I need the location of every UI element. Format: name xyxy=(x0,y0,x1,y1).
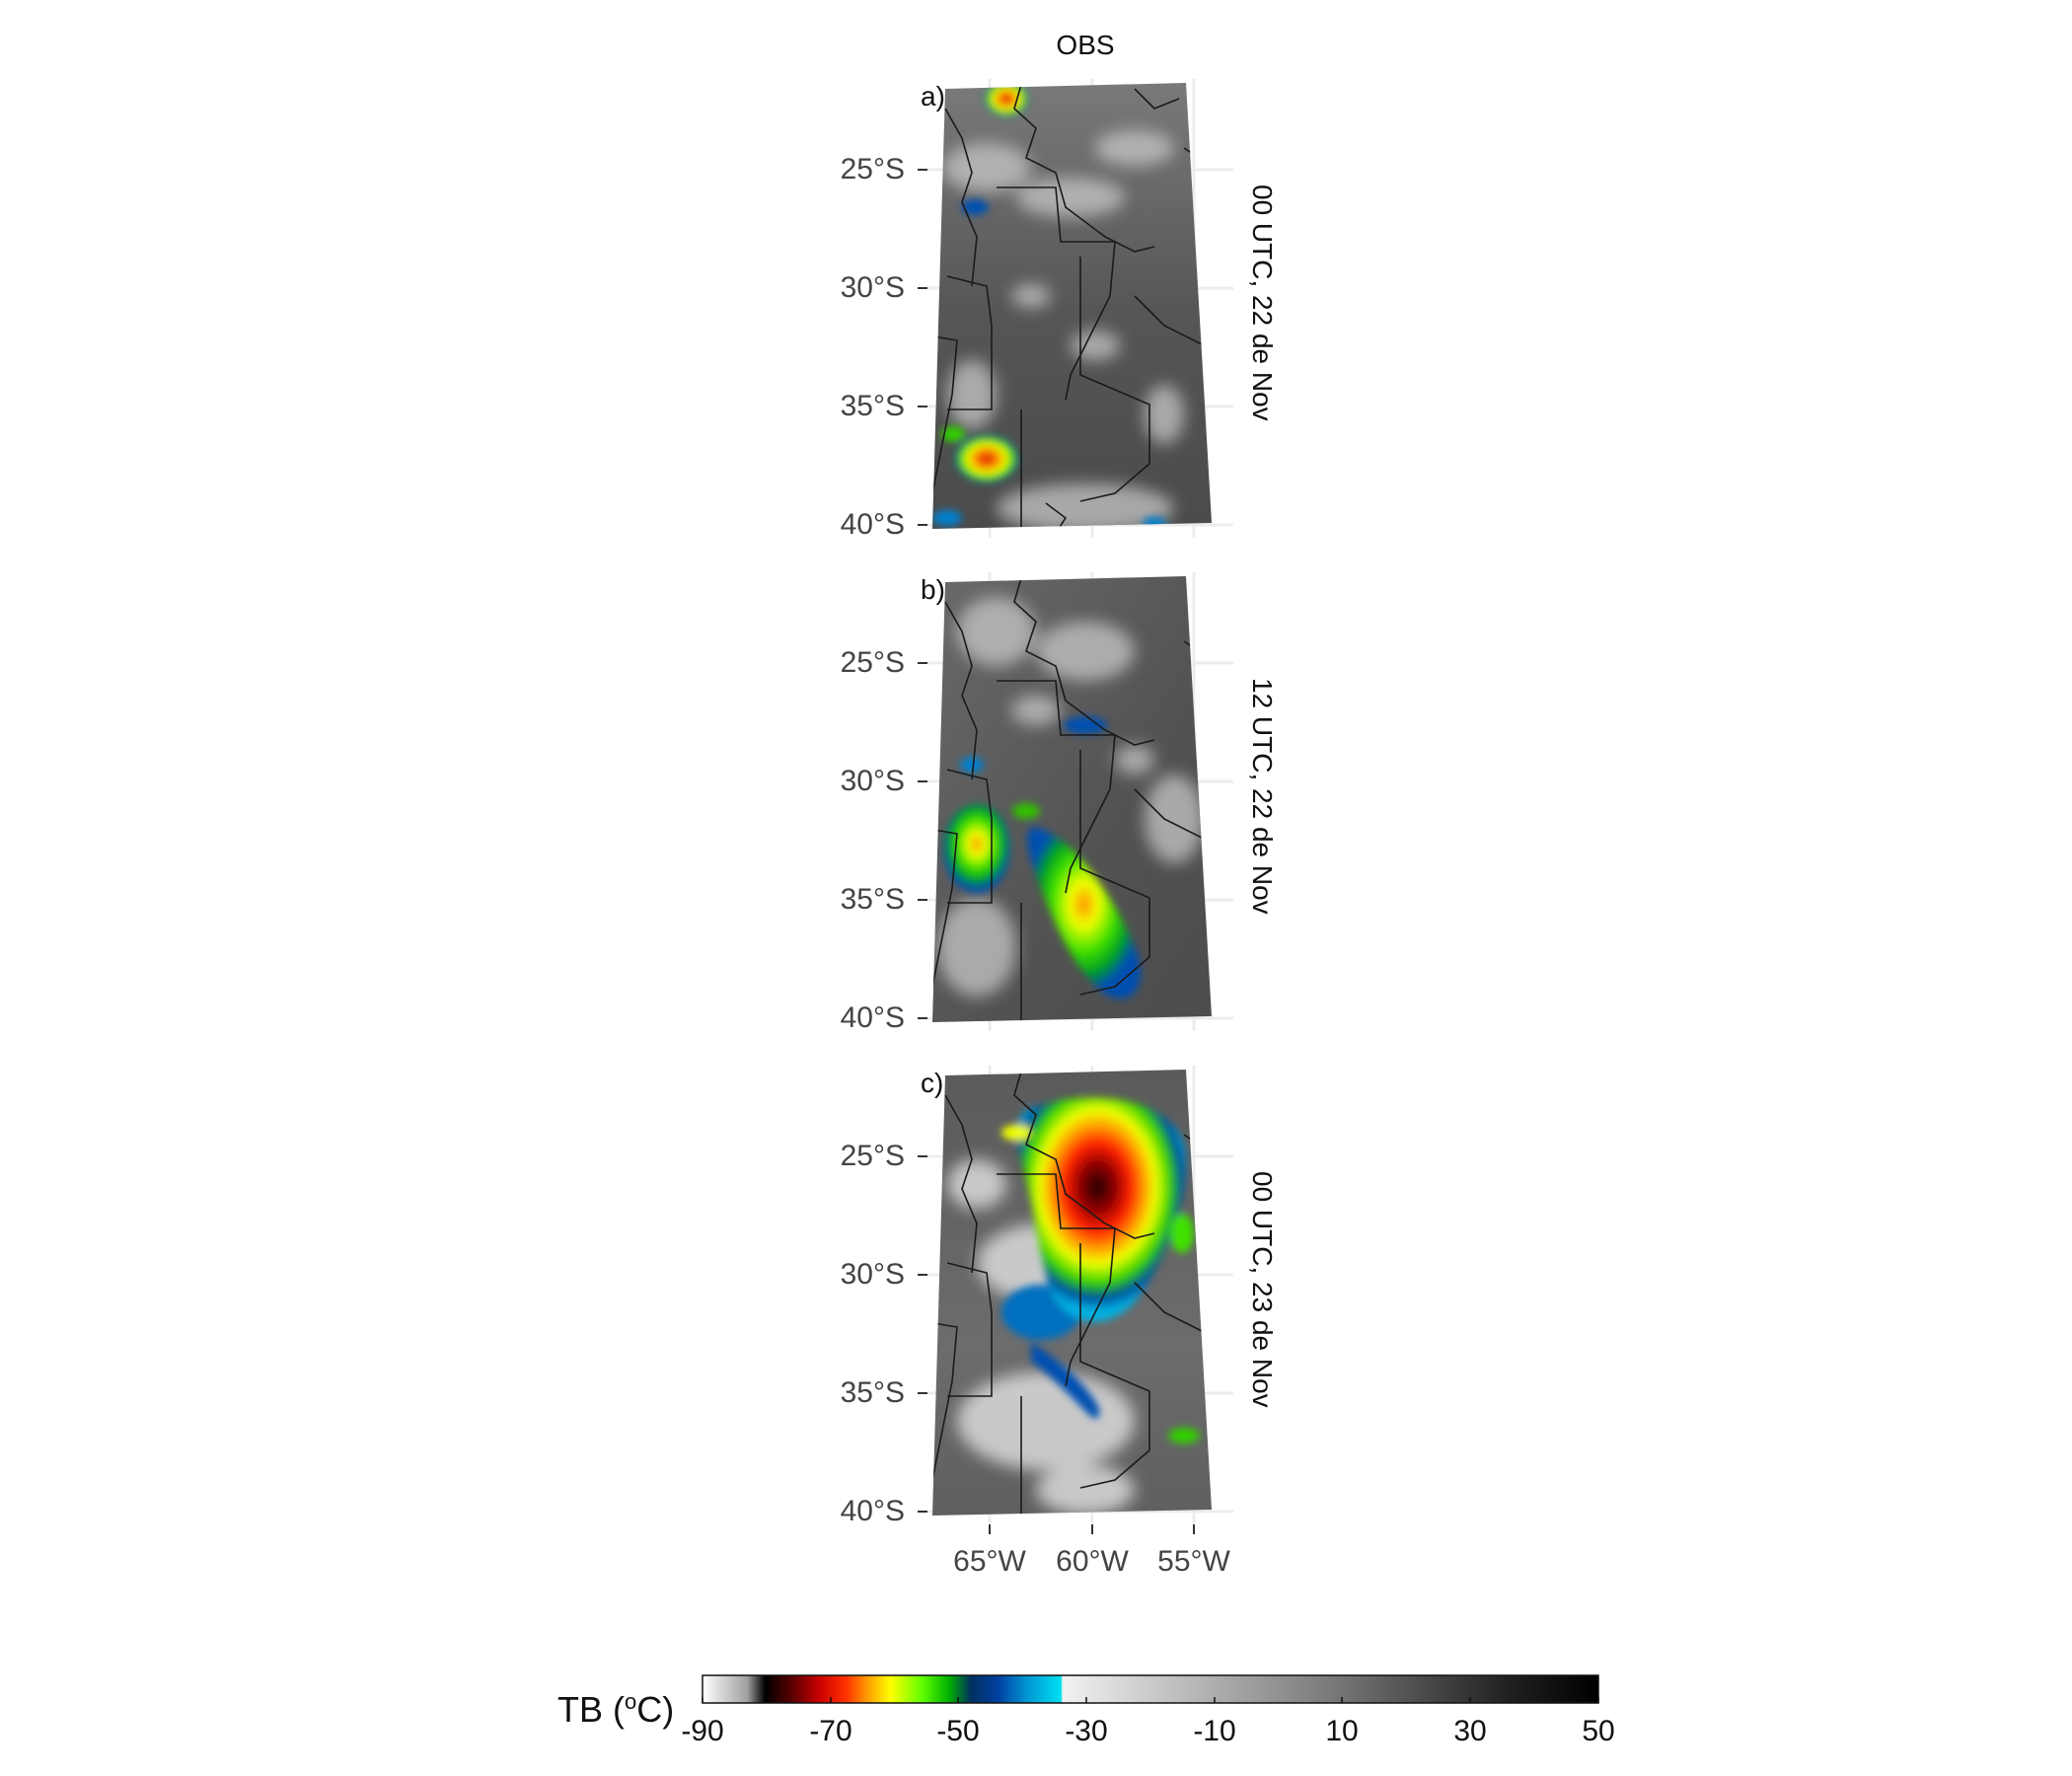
colorbar-title-degree: o xyxy=(625,1689,637,1714)
lat-tick-label: 40°S xyxy=(840,508,905,541)
lat-tick-label: 25°S xyxy=(840,646,905,679)
lon-tick-label: 60°W xyxy=(1056,1545,1129,1578)
lat-tick-label: 35°S xyxy=(840,1376,905,1409)
colorbar xyxy=(702,1674,1599,1704)
colorbar-tick-label: -50 xyxy=(936,1715,980,1747)
panel-a-time-label: 00 UTC, 22 de Nov xyxy=(1247,185,1278,421)
panel-c-map xyxy=(918,1066,1233,1534)
lat-tick-label: 40°S xyxy=(840,1495,905,1527)
panel-b-map xyxy=(918,572,1233,1031)
lon-tick-label: 65°W xyxy=(953,1545,1026,1578)
colorbar-title: TB (oC) xyxy=(557,1689,674,1731)
lat-tick-label: 40°S xyxy=(840,1001,905,1034)
colorbar-tick-label: 50 xyxy=(1582,1715,1615,1747)
colorbar-tick-label: 30 xyxy=(1453,1715,1487,1747)
colorbar-title-suffix: C) xyxy=(636,1689,675,1730)
colorbar-tick-label: 10 xyxy=(1325,1715,1359,1747)
panel-a-label: a) xyxy=(921,81,945,111)
lat-tick-label: 30°S xyxy=(840,1258,905,1291)
lon-tick-label: 55°W xyxy=(1157,1545,1230,1578)
panel-c-time-label: 00 UTC, 23 de Nov xyxy=(1247,1171,1278,1408)
lat-tick-label: 25°S xyxy=(840,153,905,185)
lat-tick-label: 30°S xyxy=(840,765,905,797)
lat-tick-label: 35°S xyxy=(840,390,905,422)
figure-title: OBS xyxy=(1056,30,1115,60)
lat-tick-label: 25°S xyxy=(840,1140,905,1172)
panel-b-label: b) xyxy=(921,574,945,605)
lat-tick-label: 35°S xyxy=(840,883,905,916)
colorbar-tick-label: -70 xyxy=(809,1715,852,1747)
panel-a-map xyxy=(918,79,1233,538)
colorbar-tick-label: -90 xyxy=(681,1715,724,1747)
colorbar-title-prefix: TB ( xyxy=(557,1689,625,1730)
colorbar-tick-label: -10 xyxy=(1193,1715,1236,1747)
lat-tick-label: 30°S xyxy=(840,271,905,304)
colorbar-tick-label: -30 xyxy=(1065,1715,1108,1747)
panel-c-label: c) xyxy=(921,1068,944,1098)
panel-b-time-label: 12 UTC, 22 de Nov xyxy=(1247,678,1278,915)
